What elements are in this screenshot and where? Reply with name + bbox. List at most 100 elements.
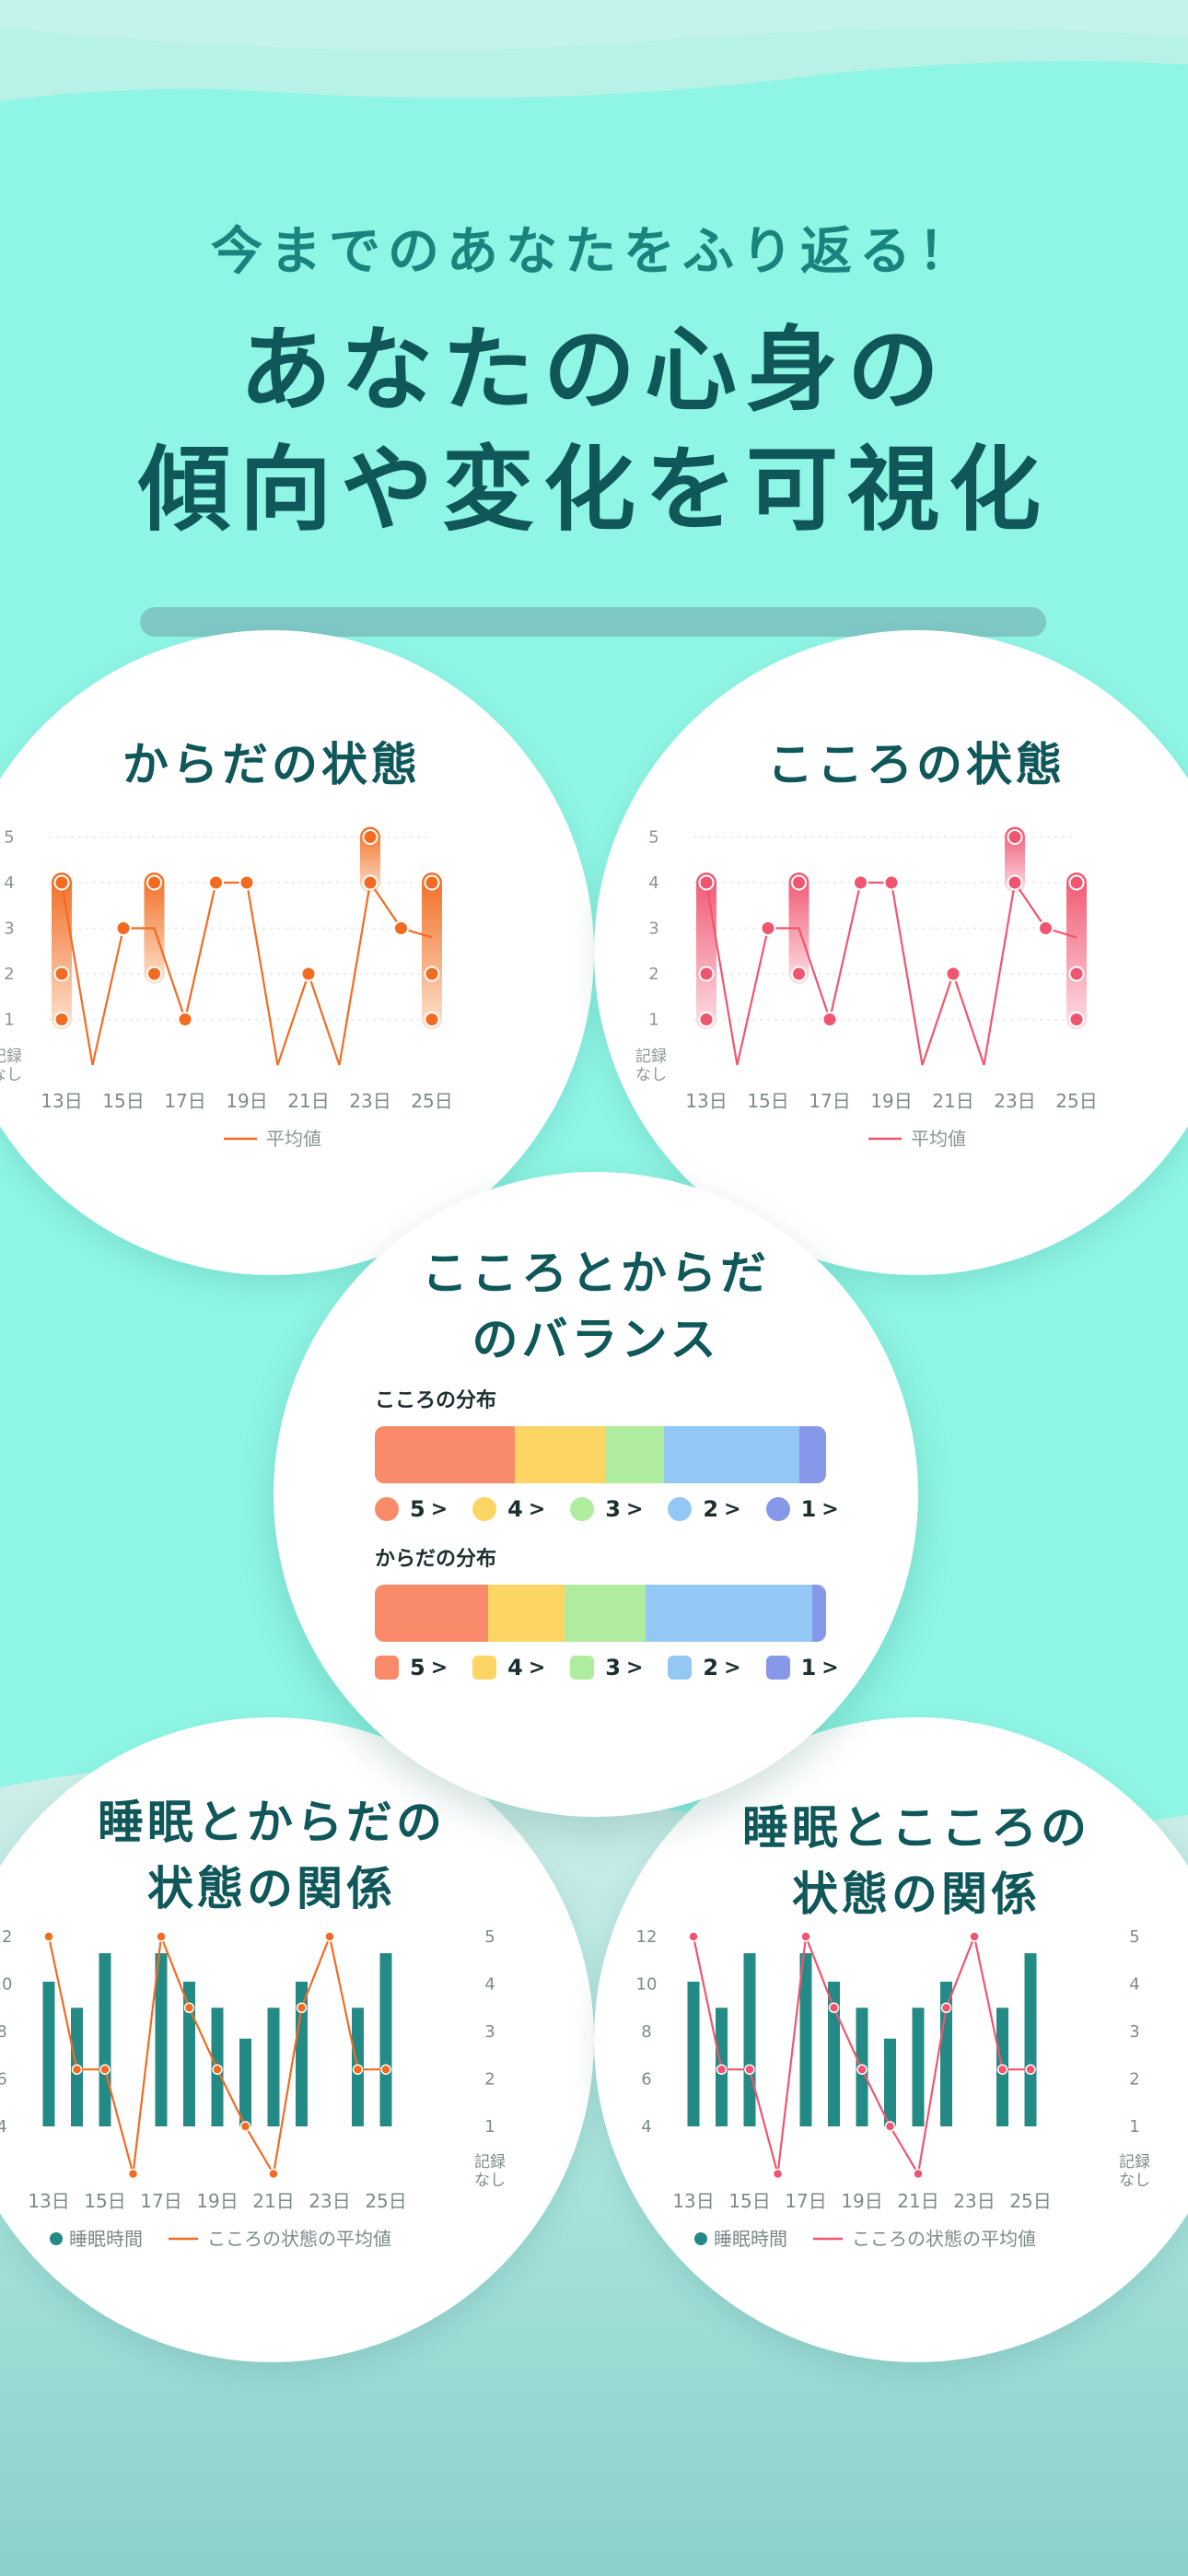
data-point	[853, 874, 868, 891]
data-point	[996, 2064, 1008, 2075]
legend-item[interactable]: 4 >	[472, 1496, 545, 1522]
legend-item[interactable]: 2 >	[668, 1655, 741, 1680]
sleep-bar	[42, 1981, 55, 2126]
data-point	[940, 2002, 952, 2013]
mind-condition-card[interactable]: こころの状態 5 4 3 2 1 記録 なし 13日 15日 17日 19日 21日 23日 25日 平均値	[594, 630, 1188, 1275]
data-point	[156, 1931, 167, 1942]
distribution-segment	[375, 1426, 515, 1483]
range-point	[53, 1012, 70, 1027]
data-point	[208, 874, 224, 891]
y-tick-label: 5	[4, 828, 14, 848]
card-title-line1: 睡眠とからだの	[98, 1796, 446, 1849]
legend-item[interactable]: 1 >	[765, 1655, 839, 1680]
legend-item[interactable]: 5 >	[375, 1655, 448, 1680]
legend-label: 睡眠時間	[714, 2228, 787, 2250]
x-tick-label: 23日	[309, 2190, 350, 2212]
y-tick-label: 4	[648, 873, 658, 893]
x-tick-label: 21日	[897, 2190, 938, 2212]
balance-card[interactable]: こころとからだ のバランス こころの分布 5 >4 >3 >2 >1 > からだの分布 5…	[274, 1172, 918, 1817]
legend-label: 平均値	[911, 1128, 966, 1150]
legend-marker	[765, 1656, 790, 1680]
x-tick-label: 23日	[994, 1090, 1035, 1112]
sleep-bar	[99, 1953, 111, 2126]
sleep-bar	[155, 1953, 168, 2126]
hero-title-line1: あなたの心身の	[239, 316, 949, 425]
y-tick-label: 2	[648, 965, 658, 984]
x-tick-label: 25日	[365, 2190, 406, 2212]
legend-marker	[570, 1656, 595, 1680]
mind-distribution-bar[interactable]	[375, 1426, 826, 1483]
legend-marker	[668, 1497, 693, 1521]
legend-label: 2	[703, 1496, 719, 1522]
data-point	[744, 2064, 755, 2075]
range-point	[791, 874, 807, 891]
distribution-segment	[798, 1426, 826, 1483]
range-point	[424, 1012, 440, 1027]
x-tick-label: 23日	[349, 1090, 390, 1112]
legend-marker	[668, 1656, 693, 1680]
no-record-label: なし	[635, 1066, 667, 1084]
x-tick-label: 23日	[953, 2190, 995, 2212]
data-point	[969, 1931, 980, 1942]
sleep-bar	[828, 1981, 840, 2126]
x-tick-label: 15日	[728, 2190, 770, 2212]
card-title-line1: こころとからだ	[422, 1247, 770, 1300]
sleep-bar	[267, 2008, 280, 2126]
legend-item[interactable]: 4 >	[472, 1655, 545, 1680]
body-distribution-label: からだの分布	[375, 1548, 497, 1571]
legend-label: 4	[507, 1655, 523, 1680]
y-tick-label: 5	[648, 828, 658, 848]
x-tick-label: 19日	[196, 2190, 238, 2212]
legend-marker	[375, 1497, 399, 1521]
data-point	[183, 2002, 195, 2013]
x-tick-label: 13日	[672, 2190, 714, 2212]
left-tick-label: 8	[0, 2022, 7, 2042]
body-distribution-bar[interactable]	[375, 1585, 826, 1642]
data-point	[239, 874, 255, 891]
sleep-bar	[687, 1981, 700, 2126]
x-tick-label: 21日	[252, 2190, 294, 2212]
data-point	[828, 2002, 840, 2013]
range-point	[1007, 874, 1023, 891]
data-point	[115, 920, 132, 936]
distribution-segment	[645, 1585, 813, 1642]
data-point	[324, 1931, 335, 1942]
chevron-right-icon: >	[724, 1497, 741, 1521]
legend-label: 2	[703, 1655, 719, 1680]
range-point	[1068, 874, 1085, 891]
legend-item[interactable]: 5 >	[375, 1496, 448, 1522]
no-record-label: 記録	[635, 1048, 667, 1066]
left-tick-label: 10	[0, 1975, 12, 1995]
x-tick-label: 19日	[841, 2190, 882, 2212]
no-record-label: なし	[474, 2172, 506, 2190]
legend-label: 1	[800, 1496, 817, 1522]
sleep-bar	[940, 1981, 952, 2126]
data-point	[296, 2002, 308, 2013]
right-tick-label: 4	[484, 1975, 495, 1995]
left-tick-label: 12	[636, 1927, 658, 1947]
no-record-label: なし	[0, 1066, 22, 1084]
no-record-label: なし	[1119, 2172, 1150, 2190]
legend-label: 睡眠時間	[69, 2228, 143, 2250]
sleep-body-card[interactable]: 睡眠とからだの 状態の関係 121086454321記録なし13日15日17日1…	[0, 1717, 594, 2362]
x-tick-label: 21日	[287, 1090, 329, 1112]
legend-item[interactable]: 3 >	[570, 1655, 643, 1680]
legend-item[interactable]: 2 >	[668, 1496, 741, 1522]
x-tick-label: 17日	[164, 1090, 205, 1112]
sleep-bar	[884, 2038, 896, 2126]
data-point	[212, 2064, 223, 2075]
data-point	[177, 1012, 193, 1027]
data-point	[1025, 2064, 1036, 2075]
legend-item[interactable]: 1 >	[765, 1496, 839, 1522]
distribution-segment	[375, 1585, 488, 1642]
range-bar	[52, 872, 72, 1030]
legend-label: 5	[410, 1655, 425, 1680]
sleep-mind-card[interactable]: 睡眠とこころの 状態の関係 12 10 8 6 4 5 4 3 2 1 記録 なし 13日 15日 17日 1…	[594, 1717, 1188, 2362]
data-point	[71, 2064, 83, 2075]
range-point	[362, 829, 379, 845]
data-point	[945, 966, 961, 982]
legend-item[interactable]: 3 >	[570, 1496, 643, 1522]
sleep-bar	[912, 2008, 925, 2126]
x-tick-label: 25日	[1009, 2190, 1051, 2212]
